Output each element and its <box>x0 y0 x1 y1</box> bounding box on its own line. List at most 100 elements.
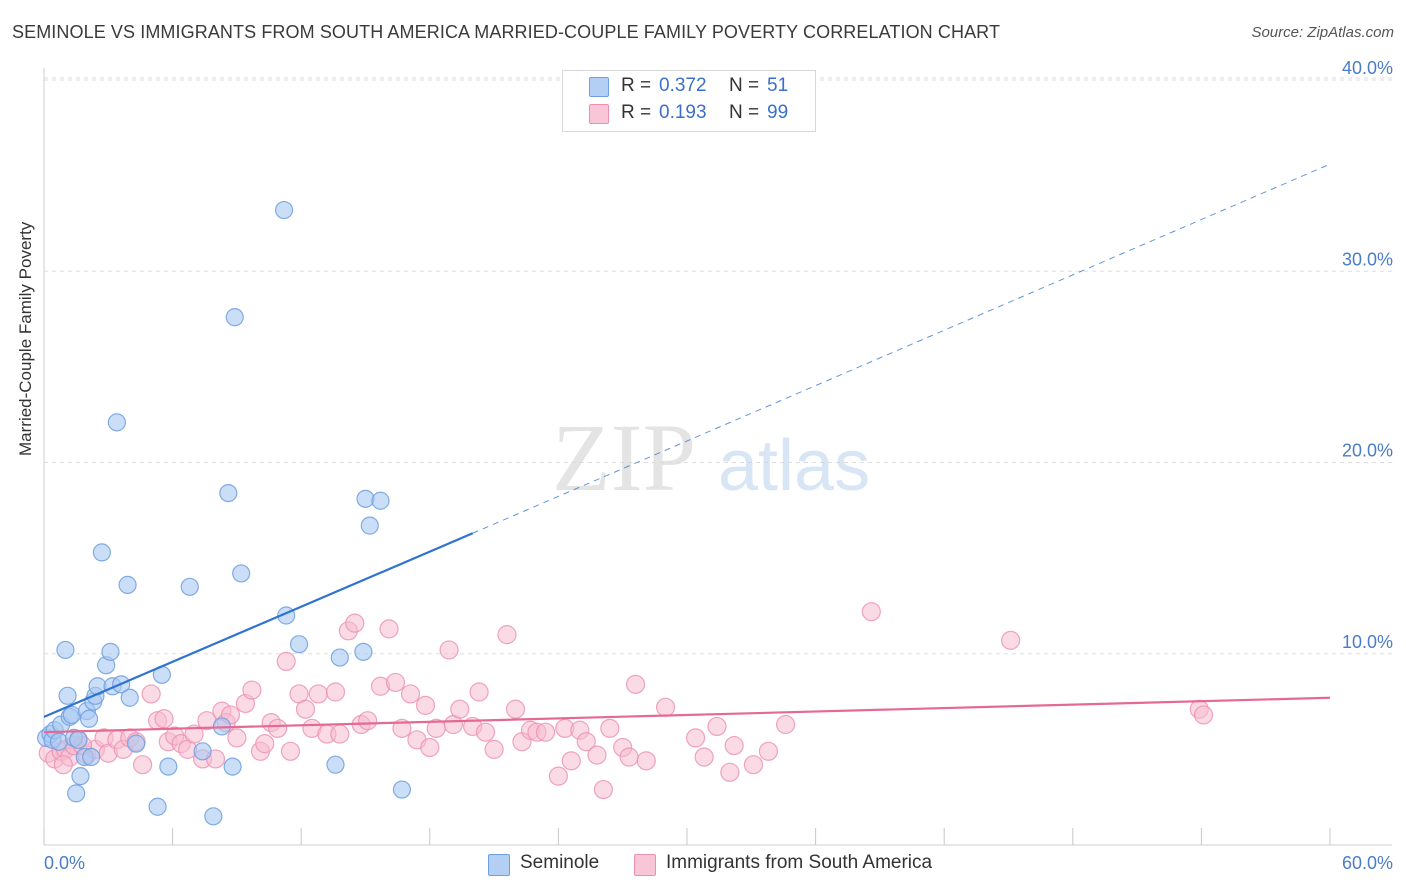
immigrants-point <box>561 751 581 771</box>
seminole-point <box>180 577 199 596</box>
immigrants-point <box>548 766 569 786</box>
n-value: 99 <box>767 102 789 123</box>
series-seminole-points <box>37 200 412 826</box>
seminole-point <box>330 648 349 667</box>
x-ticks <box>43 828 1331 845</box>
y-tick-labels: 10.0% 20.0% 30.0% 40.0% <box>1342 58 1393 652</box>
immigrants-point <box>308 684 328 704</box>
x-tick-labels: 0.0% 60.0% <box>44 853 1393 873</box>
seminole-point <box>392 780 412 799</box>
seminole-point <box>326 755 345 774</box>
seminole-point <box>356 489 375 508</box>
y-axis-label: Married-Couple Family Poverty <box>16 221 35 456</box>
immigrants-point <box>184 724 204 744</box>
immigrants-point <box>415 695 436 715</box>
immigrants-point <box>535 722 556 742</box>
immigrants-point <box>420 737 440 758</box>
immigrants-point <box>450 699 470 719</box>
seminole-point <box>274 200 294 220</box>
immigrants-point <box>694 747 714 767</box>
immigrants-point <box>345 613 365 633</box>
immigrants-point <box>330 724 350 744</box>
immigrants-point <box>861 602 881 622</box>
immigrants-point <box>636 751 656 771</box>
watermark-atlas: atlas <box>718 426 870 506</box>
immigrants-point <box>141 684 161 704</box>
seminole-point <box>62 705 81 725</box>
seminole-point <box>193 742 212 761</box>
seminole-point <box>232 564 251 583</box>
immigrants-point <box>724 735 744 756</box>
seminole-point <box>79 709 99 728</box>
watermark-zip: ZIP <box>552 404 696 511</box>
seminole-point <box>371 491 390 510</box>
immigrants-point <box>707 716 727 737</box>
y-tick-label: 10.0% <box>1342 632 1393 652</box>
seminole-point <box>92 543 111 562</box>
n-value: 51 <box>767 75 789 96</box>
seminole-point <box>360 516 379 535</box>
seminole-point <box>148 797 167 816</box>
series-immigrants-points <box>38 602 1214 800</box>
seminole-swatch <box>589 77 609 97</box>
y-tick-label: 40.0% <box>1342 58 1393 78</box>
immigrants-point <box>576 732 596 752</box>
immigrants-point <box>392 718 412 738</box>
immigrants-point <box>400 684 421 704</box>
immigrants-point <box>255 734 275 754</box>
seminole-point <box>219 484 238 503</box>
seminole-point <box>118 575 137 595</box>
x-tick-label: 60.0% <box>1342 853 1393 873</box>
seminole-point <box>127 734 146 753</box>
immigrants-point <box>280 741 301 761</box>
immigrants-point <box>743 755 764 775</box>
r-value: 0.193 <box>659 102 707 123</box>
seminole-point <box>354 642 373 661</box>
immigrants-point <box>325 682 346 702</box>
immigrants-point <box>385 672 406 693</box>
seminole-point <box>71 767 90 786</box>
seminole-point <box>69 730 88 749</box>
immigrants-point <box>154 709 174 729</box>
immigrants-point <box>484 739 504 759</box>
seminole-point <box>56 640 75 660</box>
seminole-point <box>49 732 69 751</box>
seminole-legend-swatch <box>488 854 510 876</box>
seminole-point <box>225 308 244 327</box>
immigrants-point <box>655 697 676 717</box>
chart-title: SEMINOLE VS IMMIGRANTS FROM SOUTH AMERIC… <box>12 22 1001 42</box>
immigrants-legend-swatch <box>634 854 656 876</box>
seminole-point <box>67 784 86 803</box>
immigrants-point <box>276 651 296 672</box>
seminole-point <box>289 635 309 654</box>
n-label: N = <box>729 102 760 123</box>
immigrants-point <box>268 718 288 738</box>
immigrants-swatch <box>589 104 609 124</box>
watermark: ZIP atlas <box>552 404 870 511</box>
seminole-point <box>204 807 223 826</box>
immigrants-point <box>720 762 740 782</box>
r-label: R = <box>621 102 652 123</box>
immigrants-point <box>775 714 796 735</box>
immigrants-point <box>685 728 706 748</box>
immigrants-legend-label: Immigrants from South America <box>666 852 933 873</box>
immigrants-point <box>53 755 73 775</box>
immigrants-point <box>379 619 399 639</box>
axes <box>43 68 1392 846</box>
immigrants-point <box>242 680 262 700</box>
y-tick-label: 20.0% <box>1342 441 1393 461</box>
seminole-trend-extension <box>472 163 1331 534</box>
immigrants-point <box>619 747 639 767</box>
trend-lines <box>43 163 1331 734</box>
immigrants-point <box>600 718 620 738</box>
seminole-point <box>223 757 242 776</box>
seminole-point <box>120 688 139 707</box>
correlation-legend: R = 0.372 N = 51 R = 0.193 N = 99 <box>562 70 816 132</box>
seminole-trend-line <box>43 532 474 718</box>
immigrants-point <box>1193 705 1214 725</box>
immigrants-point <box>358 711 378 731</box>
immigrants-point <box>593 779 614 800</box>
seminole-point <box>159 757 178 776</box>
seminole-legend-label: Seminole <box>520 852 600 873</box>
immigrants-point <box>227 728 247 748</box>
